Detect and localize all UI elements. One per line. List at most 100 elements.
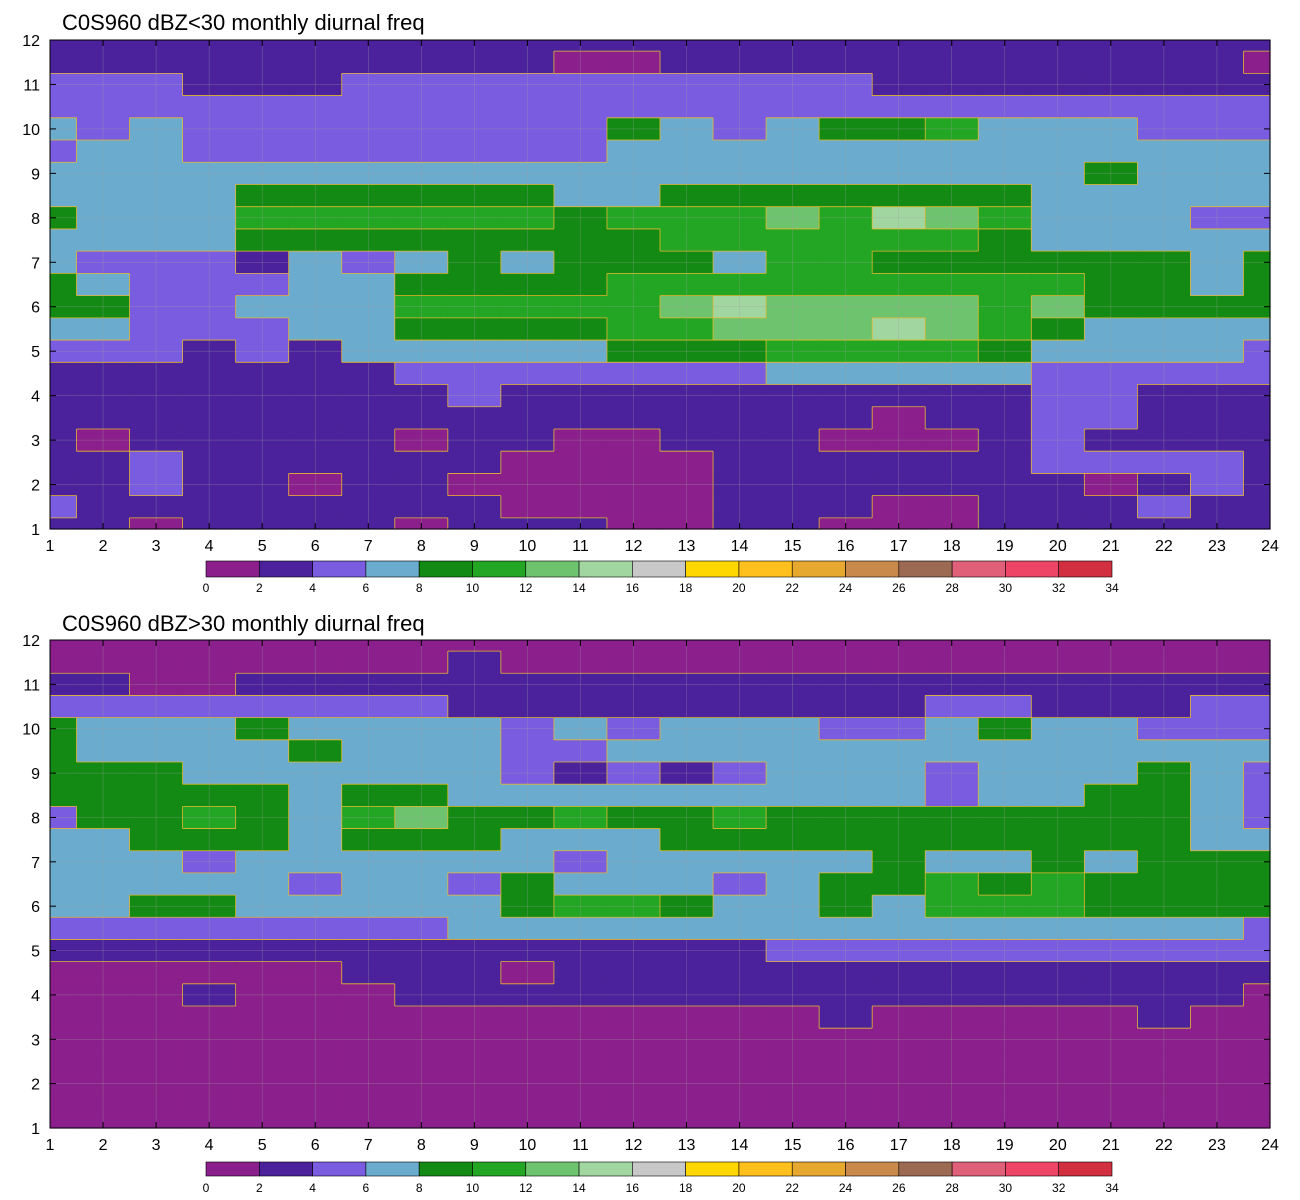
contour-cell (1084, 495, 1138, 519)
contour-cell (925, 762, 979, 785)
contour-cell (129, 384, 184, 408)
contour-cell (819, 762, 873, 785)
contour-cell (129, 428, 184, 452)
contour-cell (1084, 184, 1138, 208)
contour-cell (819, 184, 873, 208)
contour-cell (288, 961, 343, 985)
contour-cell (50, 384, 78, 408)
contour-cell (766, 872, 820, 896)
contour-cell (447, 273, 502, 297)
contour-cell (872, 51, 926, 74)
contour-cell (341, 184, 396, 208)
contour-cell (819, 717, 873, 741)
contour-cell (606, 95, 661, 119)
contour-cell (341, 1006, 396, 1029)
contour-cell (129, 406, 184, 430)
contour-cell (766, 651, 820, 674)
contour-cell (1190, 828, 1245, 852)
contour-cell (925, 872, 979, 896)
contour-cell (1190, 206, 1245, 230)
contour-cell (660, 939, 714, 963)
contour-cell (235, 1028, 290, 1051)
contour-cell (713, 273, 767, 297)
contour-cell (50, 917, 78, 941)
contour-cell (978, 317, 1032, 341)
contour-cell (606, 251, 661, 274)
contour-cell (713, 850, 767, 874)
contour-cell (76, 1006, 131, 1029)
contour-cell (235, 695, 290, 719)
contour-cell (766, 717, 820, 741)
contour-cell (872, 117, 926, 141)
contour-cell (1031, 206, 1085, 230)
contour-cell (500, 228, 555, 252)
x-tick-label: 4 (205, 1137, 214, 1154)
y-tick-label: 7 (31, 855, 40, 872)
contour-cell (76, 739, 131, 763)
contour-cell (872, 406, 926, 430)
contour-cell (76, 1028, 131, 1051)
contour-cell (500, 117, 555, 141)
contour-cell (447, 406, 502, 430)
contour-cell (447, 473, 502, 497)
contour-cell (1190, 406, 1245, 430)
contour-cell (553, 939, 608, 963)
contour-cell (606, 140, 661, 163)
contour-cell (50, 640, 78, 652)
contour-cell (1137, 695, 1192, 719)
contour-cell (713, 295, 767, 319)
contour-cell (1190, 295, 1245, 319)
contour-cell (182, 184, 237, 208)
contour-cell (1031, 140, 1085, 163)
contour-cell (606, 228, 661, 252)
contour-cell (1084, 162, 1138, 186)
contour-cell (394, 983, 449, 1007)
contour-cell (76, 495, 131, 519)
contour-cell (925, 228, 979, 252)
contour-cell (76, 140, 131, 163)
contour-cell (1137, 895, 1192, 918)
contour-cell (553, 228, 608, 252)
contour-cell (500, 651, 555, 674)
contour-cell (606, 673, 661, 697)
contour-cell (182, 828, 237, 852)
contour-cell (766, 228, 820, 252)
contour-cell (182, 340, 237, 363)
contour-cell (1031, 1094, 1085, 1118)
contour-cell (76, 162, 131, 186)
contour-cell (1084, 1072, 1138, 1096)
x-tick-label: 18 (943, 1137, 961, 1154)
contour-cell (553, 317, 608, 341)
contour-cell (660, 73, 714, 97)
contour-cell (606, 651, 661, 674)
contour-cell (1243, 828, 1271, 852)
contour-cell (766, 1028, 820, 1051)
contour-cell (1031, 184, 1085, 208)
contour-cell (978, 939, 1032, 963)
contour-cell (76, 273, 131, 297)
contour-cell (1137, 51, 1192, 74)
contour-cell (766, 961, 820, 985)
contour-cell (1243, 340, 1271, 363)
contour-cell (1031, 895, 1085, 918)
contour-cell (235, 228, 290, 252)
colorbar-swatch (418, 1161, 473, 1177)
contour-cell (341, 206, 396, 230)
contour-cell (447, 828, 502, 852)
x-tick-label: 7 (364, 1137, 373, 1154)
contour-cell (1243, 872, 1271, 896)
contour-cell (1084, 117, 1138, 141)
contour-cell (978, 273, 1032, 297)
contour-cell (235, 406, 290, 430)
contour-cell (500, 717, 555, 741)
contour-cell (288, 784, 343, 807)
contour-cell (447, 1072, 502, 1096)
contour-cell (341, 451, 396, 475)
contour-cell (819, 317, 873, 341)
contour-cell (129, 673, 184, 697)
contour-cell (288, 739, 343, 763)
contour-cell (872, 784, 926, 807)
contour-cell (1137, 117, 1192, 141)
colorbar-swatch (312, 1161, 367, 1177)
contour-cell (500, 784, 555, 807)
